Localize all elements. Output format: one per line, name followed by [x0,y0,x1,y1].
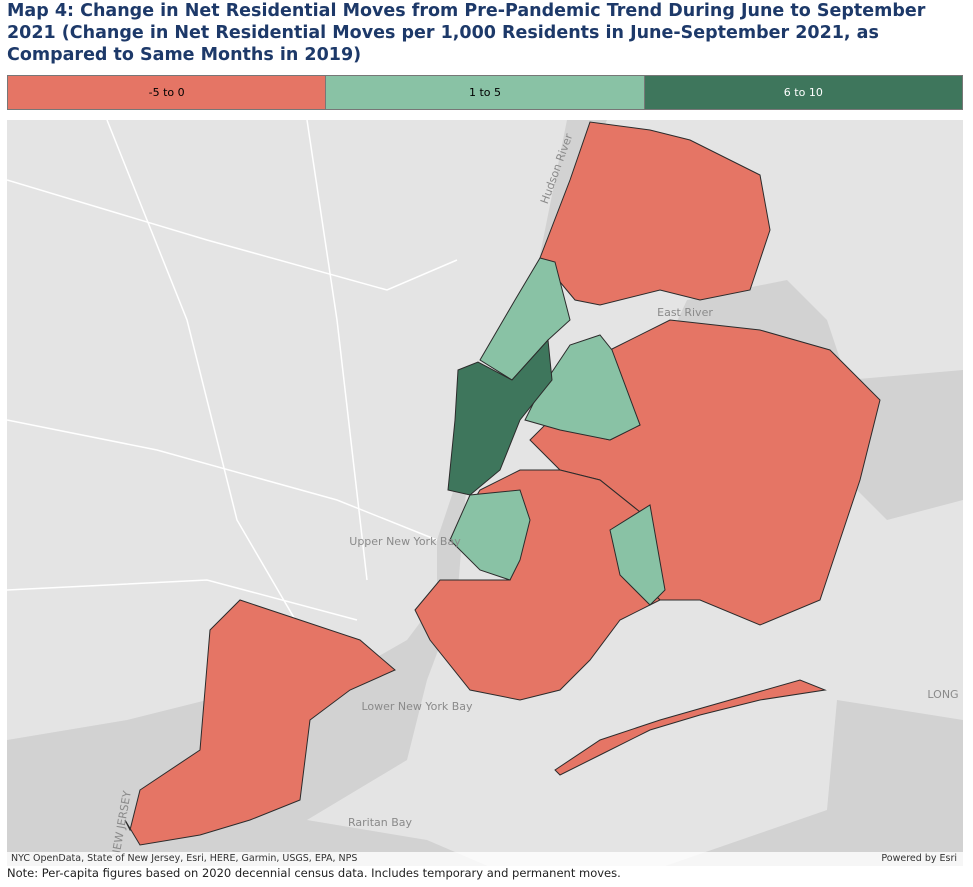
title: Map 4: Change in Net Residential Moves f… [7,1,926,65]
legend-item: -5 to 0 [8,76,327,109]
map: Hudson River East River Upper New York B… [7,120,963,866]
water-label: Upper New York Bay [349,535,461,548]
legend-item: 1 to 5 [326,76,645,109]
legend-item: 6 to 10 [644,76,962,109]
water-label: Raritan Bay [348,816,413,829]
roads [7,120,458,641]
attribution-bar: NYC OpenData, State of New Jersey, Esri,… [7,852,963,866]
place-label: LONG [927,688,958,701]
districts [124,121,881,846]
water-label: Lower New York Bay [361,700,473,713]
attribution: NYC OpenData, State of New Jersey, Esri,… [11,853,358,864]
water-label: East River [657,306,713,319]
powered-by[interactable]: Powered by Esri [881,853,957,864]
note: Note: Per-capita figures based on 2020 d… [7,866,621,880]
